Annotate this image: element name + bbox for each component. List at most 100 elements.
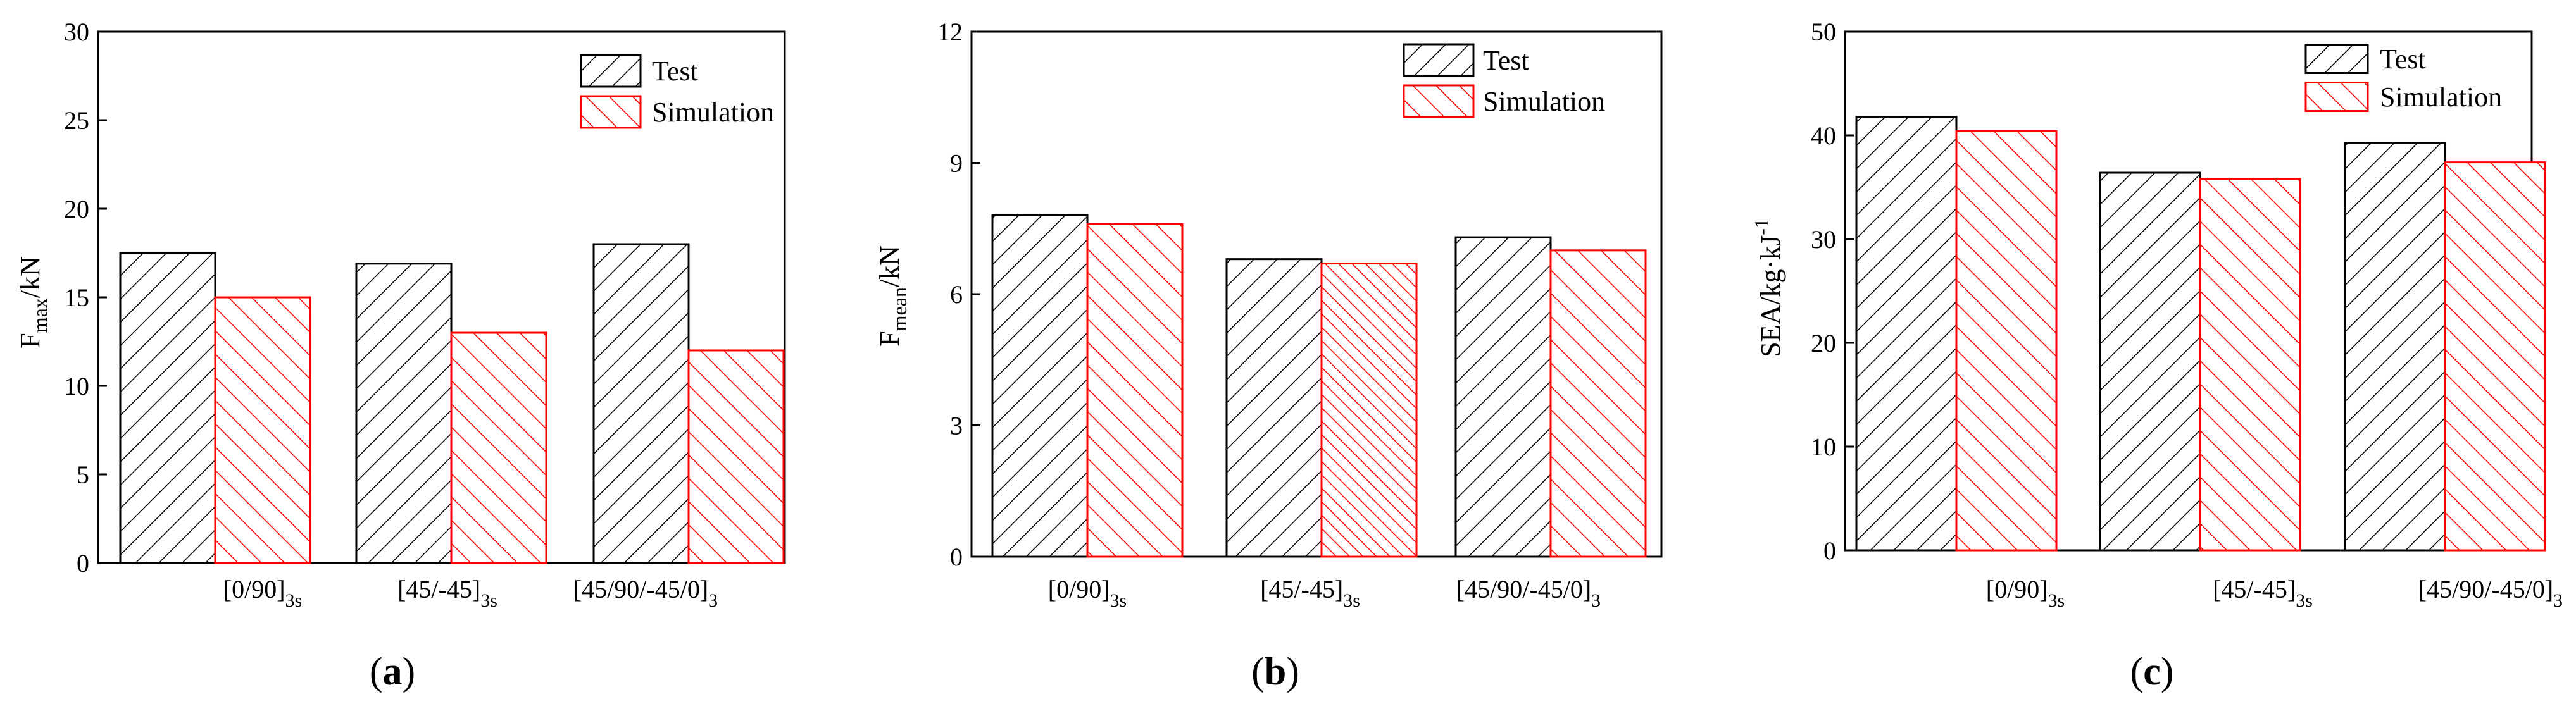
category-main: [45/90/-45/0] — [2418, 575, 2553, 603]
y-tick-label: 30 — [64, 18, 89, 46]
x-category-label: [45/-45]3s — [1260, 575, 1360, 611]
bar-test-2 — [2099, 171, 2201, 552]
y-tick-label: 20 — [1811, 329, 1836, 357]
y-tick-label: 0 — [950, 543, 963, 571]
legend-label-simulation: Simulation — [1483, 86, 1605, 117]
x-category-label: [45/90/-45/0]3 — [2418, 575, 2563, 611]
panel-label-close: ) — [1286, 650, 1299, 693]
bar-simulation-3 — [687, 349, 785, 564]
bar-test-3 — [592, 243, 690, 564]
y-tick-label: 40 — [1811, 121, 1836, 150]
legend-swatch-test — [2304, 44, 2369, 74]
x-category-label: [45/90/-45/0]3 — [1456, 575, 1601, 611]
category-subscript: 3s — [2048, 590, 2065, 611]
x-category-label: [45/-45]3s — [2213, 575, 2313, 611]
bar-simulation-3 — [2444, 161, 2546, 552]
panel-label: (b) — [1251, 650, 1299, 693]
y-axis-label: SEA/kg·kJ-1 — [1750, 218, 1786, 357]
y-axis-label: Fmax/kN — [15, 256, 51, 349]
bar-test-2 — [355, 263, 453, 564]
x-category-label: [0/90]3s — [1048, 575, 1127, 611]
bar-simulation-3 — [1549, 249, 1647, 558]
category-main: [0/90] — [1048, 575, 1110, 603]
category-main: [0/90] — [1986, 575, 2048, 603]
panel-label-close: ) — [403, 650, 416, 693]
y-tick-label: 12 — [937, 18, 963, 46]
y-label-superscript: -1 — [1750, 218, 1773, 235]
y-tick-label: 20 — [64, 195, 89, 223]
category-subscript: 3 — [2553, 590, 2563, 611]
y-tick-label: 6 — [950, 280, 963, 309]
category-subscript: 3 — [1591, 590, 1601, 611]
category-main: [0/90] — [223, 575, 285, 603]
y-label-main: F — [874, 331, 905, 346]
legend-swatch-simulation — [2304, 82, 2369, 112]
x-category-label: [0/90]3s — [223, 575, 302, 611]
panel-label-letter: c — [2143, 650, 2161, 693]
category-main: [45/-45] — [397, 575, 480, 603]
bar-test-2 — [1225, 258, 1323, 558]
bar-simulation-1 — [1955, 130, 2058, 552]
bar-test-1 — [1855, 115, 1958, 552]
bar-test-1 — [119, 252, 216, 564]
legend: Test Simulation — [580, 54, 774, 129]
panel-label-letter: a — [383, 650, 403, 693]
bar-simulation-1 — [214, 296, 311, 564]
category-main: [45/-45] — [2213, 575, 2296, 603]
y-tick-label: 5 — [77, 460, 89, 489]
y-label-main: F — [15, 333, 46, 348]
category-subscript: 3s — [285, 590, 303, 611]
y-tick-label: 25 — [64, 106, 89, 135]
y-axis-label: Fmean/kN — [874, 245, 911, 347]
bar-simulation-2 — [1320, 263, 1418, 558]
category-main: [45/90/-45/0] — [1456, 575, 1591, 603]
category-main: [45/90/-45/0] — [573, 575, 708, 603]
x-category-label: [0/90]3s — [1986, 575, 2065, 611]
legend-swatch-simulation — [1403, 84, 1475, 118]
y-label-main: SEA/kg·kJ — [1755, 235, 1786, 357]
y-tick-label: 10 — [1811, 433, 1836, 461]
category-subscript: 3s — [2296, 590, 2313, 611]
x-category-label: [45/90/-45/0]3 — [573, 575, 718, 611]
panel-label-open: ( — [1251, 650, 1265, 693]
bar-test-1 — [991, 214, 1089, 558]
category-subscript: 3s — [1343, 590, 1360, 611]
x-category-label: [45/-45]3s — [397, 575, 497, 611]
panel-label: (a) — [370, 650, 415, 693]
category-main: [45/-45] — [1260, 575, 1343, 603]
legend-label-test: Test — [652, 56, 698, 87]
legend-swatch-simulation — [580, 95, 642, 129]
legend-label-simulation: Simulation — [2380, 82, 2502, 113]
y-label-subscript: mean — [888, 287, 911, 331]
y-tick-label: 3 — [950, 412, 963, 440]
legend: Test Simulation — [1403, 43, 1605, 118]
bar-simulation-1 — [1086, 223, 1184, 558]
y-tick-label: 10 — [64, 372, 89, 400]
panel-label-open: ( — [2130, 650, 2144, 693]
legend-swatch-test — [580, 54, 642, 88]
y-label-unit: /kN — [15, 256, 46, 298]
bar-simulation-2 — [2199, 178, 2301, 552]
legend-label-simulation: Simulation — [652, 97, 774, 128]
legend: Test Simulation — [2304, 44, 2502, 113]
y-tick-label: 30 — [1811, 225, 1836, 254]
legend-swatch-test — [1403, 43, 1475, 77]
bar-simulation-2 — [450, 331, 547, 564]
y-label-unit: /kN — [874, 245, 905, 287]
category-subscript: 3s — [480, 590, 497, 611]
y-tick-label: 0 — [77, 549, 89, 578]
bar-test-3 — [2344, 141, 2446, 552]
y-tick-label: 50 — [1811, 18, 1836, 46]
category-subscript: 3s — [1110, 590, 1127, 611]
bar-test-3 — [1454, 236, 1552, 558]
y-label-subscript: max — [28, 298, 51, 333]
legend-label-test: Test — [1483, 45, 1529, 76]
panel-label-open: ( — [370, 650, 383, 693]
panel-label: (c) — [2130, 650, 2174, 693]
y-tick-label: 0 — [1823, 536, 1836, 565]
panel-label-close: ) — [2161, 650, 2174, 693]
